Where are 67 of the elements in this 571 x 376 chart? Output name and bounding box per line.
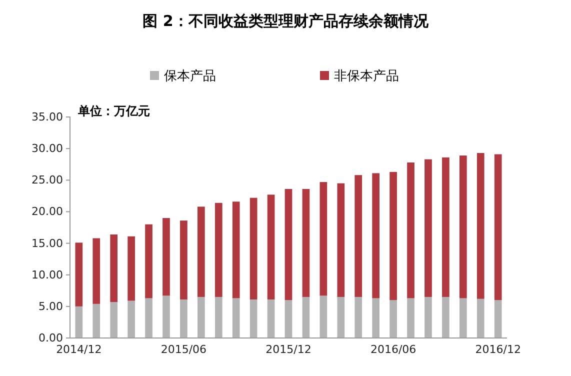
bar <box>162 218 170 296</box>
bar <box>267 299 275 338</box>
bar <box>180 299 188 338</box>
y-tick-label: 15.00 <box>32 236 63 250</box>
annotation: 单位：万亿元 <box>77 104 150 118</box>
y-tick-label: 35.00 <box>32 110 63 124</box>
bar <box>354 175 362 297</box>
bar <box>442 296 450 338</box>
bar <box>284 300 292 338</box>
y-tick-label: 10.00 <box>32 268 63 282</box>
x-tick-label: 2016/12 <box>475 343 521 356</box>
bar <box>232 202 240 298</box>
bar <box>214 202 222 297</box>
bar <box>320 182 328 296</box>
bar <box>75 306 83 338</box>
bar <box>302 188 310 297</box>
x-tick-label: 2015/12 <box>266 343 312 356</box>
bar <box>75 242 83 306</box>
bar <box>390 172 397 300</box>
x-tick-label: 2015/06 <box>160 343 207 356</box>
bar <box>390 300 397 338</box>
y-tick-label: 5.00 <box>38 300 63 313</box>
legend-label: 非保本产品 <box>334 69 399 84</box>
bar <box>232 298 240 338</box>
bar <box>284 188 292 300</box>
bar <box>92 304 100 338</box>
bar <box>407 162 414 298</box>
bar <box>145 224 152 298</box>
bar <box>214 296 222 338</box>
bar <box>476 298 484 338</box>
bar <box>198 206 205 297</box>
bar <box>459 156 467 298</box>
y-tick-label: 25.00 <box>32 174 63 187</box>
bar <box>424 159 432 297</box>
bar <box>250 299 258 338</box>
bar <box>476 152 484 299</box>
bar <box>442 157 450 297</box>
bar <box>372 298 380 338</box>
bar <box>250 198 258 300</box>
bar <box>320 296 328 338</box>
chart-title: 图 2：不同收益类型理财产品存续余额情况 <box>142 12 430 30</box>
bar <box>198 296 205 338</box>
bar <box>354 296 362 338</box>
bar <box>145 298 152 338</box>
y-tick-label: 30.00 <box>32 142 63 156</box>
bar <box>180 220 188 300</box>
bar <box>128 300 135 338</box>
bar <box>337 296 345 338</box>
bar <box>337 183 345 297</box>
y-tick-label: 20.00 <box>32 205 63 218</box>
bar <box>267 194 275 300</box>
bar <box>302 296 310 338</box>
bar <box>424 296 432 338</box>
legend-label: 保本产品 <box>164 69 216 84</box>
x-tick-label: 2014/12 <box>56 343 102 356</box>
x-tick-label: 2016/06 <box>370 343 416 356</box>
bar <box>407 298 414 338</box>
bar <box>128 236 135 301</box>
bar <box>459 298 467 338</box>
bar <box>110 234 118 302</box>
bar <box>494 300 502 338</box>
bar <box>494 154 502 300</box>
bar <box>162 296 170 338</box>
bar <box>372 173 380 298</box>
bar <box>110 302 118 338</box>
bar <box>92 238 100 304</box>
y-tick-label: 0.00 <box>38 332 63 345</box>
